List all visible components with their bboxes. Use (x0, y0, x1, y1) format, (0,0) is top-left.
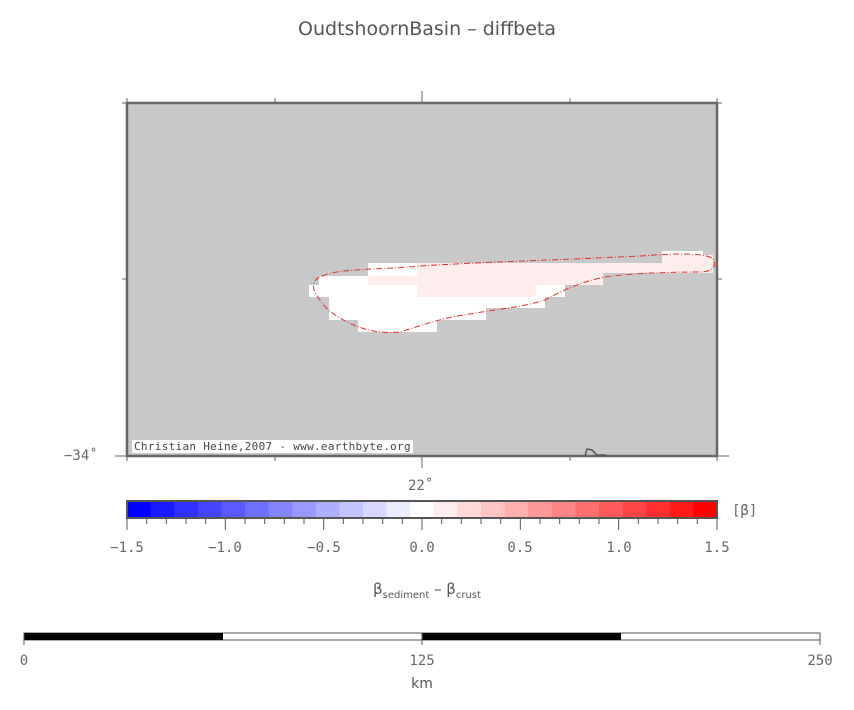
scale-tick-label: 125 (409, 653, 435, 669)
colorbar-tick-label: −1.0 (208, 540, 242, 556)
scale-bar (23, 632, 821, 645)
colorbar-tick-label: −0.5 (307, 540, 341, 556)
colorbar-cell (292, 501, 317, 518)
colorbar-cell (575, 501, 600, 518)
colorbar-cell (150, 501, 175, 518)
colorbar-cell (693, 501, 718, 518)
colorbar-cell (457, 501, 482, 518)
colorbar-cell (245, 501, 270, 518)
colorbar-cell (410, 501, 435, 518)
colorbar-cell (315, 501, 340, 518)
colorbar-cell (622, 501, 647, 518)
crust-subscript: crust (455, 590, 481, 601)
colorbar (127, 501, 718, 518)
colorbar-tick-label: 0.0 (409, 540, 435, 556)
credit-label: Christian Heine,2007 - www.earthbyte.org (132, 440, 413, 453)
basin-raster (309, 251, 713, 332)
colorbar-cell (669, 501, 694, 518)
colorbar-cell (386, 501, 411, 518)
colorbar-cell (268, 501, 293, 518)
colorbar-cell (174, 501, 199, 518)
colorbar-tick-label: 0.5 (507, 540, 533, 556)
scale-tick-label: 0 (19, 653, 29, 669)
basin-cells-lightred (417, 263, 662, 297)
basin-outline (313, 253, 716, 333)
coastline-feature (584, 448, 606, 457)
colorbar-cell (646, 501, 671, 518)
colorbar-cell (221, 501, 246, 518)
colorbar-tick-label: 1.5 (704, 540, 730, 556)
colorbar-cell (481, 501, 506, 518)
colorbar-tick-label: −1.5 (110, 540, 144, 556)
map-title: OudtshoornBasin – diffbeta (298, 18, 556, 40)
beta-symbol: β (373, 580, 383, 598)
basin-cells-lightred-3 (662, 255, 713, 273)
beta-symbol: β (446, 580, 456, 598)
colorbar-cell (551, 501, 576, 518)
colorbar-cell (528, 501, 553, 518)
colorbar-cell (339, 501, 364, 518)
colorbar-tick-label: 1.0 (606, 540, 632, 556)
scale-tick-label: 250 (807, 653, 833, 669)
colorbar-ticks (126, 518, 718, 530)
colorbar-cell (504, 501, 529, 518)
colorbar-cell (127, 501, 152, 518)
colorbar-cell (433, 501, 458, 518)
scale-unit: km (411, 676, 433, 692)
latitude-label: −34˚ (64, 448, 98, 464)
colorbar-cell (599, 501, 624, 518)
colorbar-cell (197, 501, 222, 518)
frame-ticks (115, 91, 729, 468)
longitude-label: 22˚ (408, 478, 434, 494)
basin-cells-lightred-2 (368, 276, 417, 285)
colorbar-cell (363, 501, 388, 518)
colorbar-unit: [β] (732, 503, 758, 519)
minus-sign: – (429, 580, 447, 598)
sediment-subscript: sediment (382, 590, 430, 601)
colorbar-formula: βsediment – βcrust (0, 580, 854, 601)
